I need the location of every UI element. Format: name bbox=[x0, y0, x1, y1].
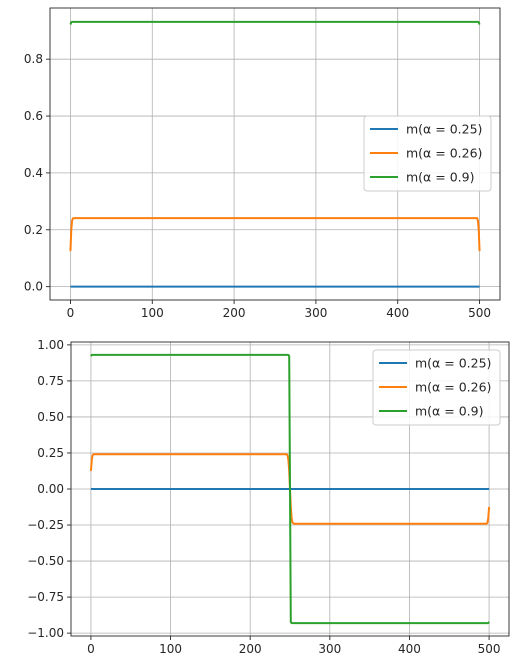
y-tick-label: 0.00 bbox=[37, 482, 64, 496]
legend-box bbox=[372, 349, 501, 426]
series-line-3 bbox=[69, 20, 481, 25]
x-tick-label: 100 bbox=[159, 642, 182, 656]
legend: m(α = 0.25) m(α = 0.26) m(α = 0.9) bbox=[363, 115, 492, 192]
y-tick-label: 0.2 bbox=[24, 223, 43, 237]
y-tick-label: 0.6 bbox=[24, 109, 43, 123]
x-tick-label: 500 bbox=[468, 306, 491, 320]
y-tick-label: 0.8 bbox=[24, 52, 43, 66]
x-tick-label: 200 bbox=[239, 642, 262, 656]
y-tick-label: −0.75 bbox=[27, 590, 64, 604]
x-tick-label: 200 bbox=[223, 306, 246, 320]
x-tick-label: 0 bbox=[67, 306, 75, 320]
series-line-3 bbox=[90, 353, 490, 625]
legend-label-3: m(α = 0.9) bbox=[406, 170, 474, 185]
x-tick-label: 400 bbox=[398, 642, 421, 656]
y-tick-label: 0.75 bbox=[37, 374, 64, 388]
y-tick-label: 0.25 bbox=[37, 446, 64, 460]
y-tick-label: 0.0 bbox=[24, 280, 43, 294]
y-tick-label: 0.50 bbox=[37, 410, 64, 424]
x-tick-label: 400 bbox=[386, 306, 409, 320]
legend-label-2: m(α = 0.26) bbox=[406, 146, 482, 161]
series-line-2 bbox=[69, 217, 481, 252]
chart-1: 0 100 200 300 400 500 0.0 0.2 0.4 0.6 0.8 m(α = 0.2… bbox=[24, 7, 501, 320]
legend-box bbox=[363, 115, 492, 192]
y-tick-label: −0.25 bbox=[27, 518, 64, 532]
y-tick-label: −0.50 bbox=[27, 554, 64, 568]
x-tick-label: 300 bbox=[304, 306, 327, 320]
legend-label-2: m(α = 0.26) bbox=[415, 380, 491, 395]
y-tick-label: 1.00 bbox=[37, 338, 64, 352]
x-tick-label: 300 bbox=[318, 642, 341, 656]
legend: m(α = 0.25) m(α = 0.26) m(α = 0.9) bbox=[372, 349, 501, 426]
x-tick-label: 0 bbox=[87, 642, 95, 656]
x-tick-label: 100 bbox=[141, 306, 164, 320]
legend-label-1: m(α = 0.25) bbox=[415, 356, 491, 371]
x-tick-label: 500 bbox=[478, 642, 501, 656]
legend-label-1: m(α = 0.25) bbox=[406, 122, 482, 137]
plot-frame bbox=[49, 7, 501, 301]
chart-2: 0 100 200 300 400 500 −1.00 −0.75 −0.50 −0.25 0.00… bbox=[27, 338, 510, 656]
y-tick-label: 0.4 bbox=[24, 166, 43, 180]
legend-label-3: m(α = 0.9) bbox=[415, 404, 483, 419]
y-tick-label: −1.00 bbox=[27, 626, 64, 640]
